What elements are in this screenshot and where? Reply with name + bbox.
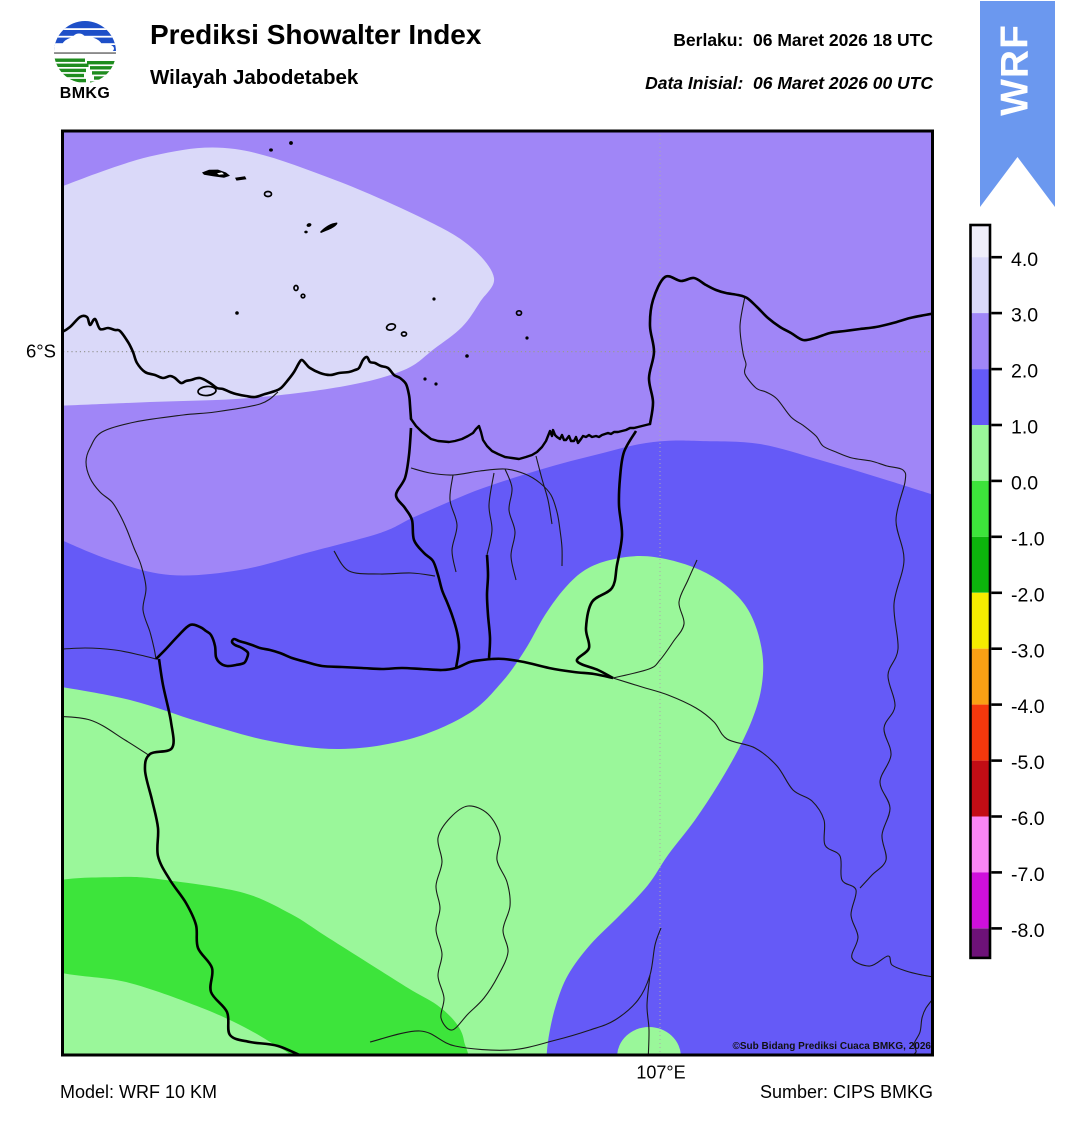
svg-text:-6.0: -6.0 bbox=[1011, 808, 1045, 830]
svg-text:-1.0: -1.0 bbox=[1011, 528, 1045, 550]
svg-text:WRF: WRF bbox=[993, 24, 1036, 116]
svg-text:3.0: 3.0 bbox=[1011, 305, 1038, 327]
svg-text:6°S: 6°S bbox=[26, 341, 56, 362]
svg-text:BMKG: BMKG bbox=[60, 85, 110, 102]
svg-text:-4.0: -4.0 bbox=[1011, 696, 1045, 718]
svg-text:-5.0: -5.0 bbox=[1011, 752, 1045, 774]
svg-text:107°E: 107°E bbox=[636, 1063, 685, 1083]
svg-text:-8.0: -8.0 bbox=[1011, 920, 1045, 942]
svg-text:1.0: 1.0 bbox=[1011, 417, 1038, 439]
svg-text:0.0: 0.0 bbox=[1011, 473, 1038, 495]
svg-text:-3.0: -3.0 bbox=[1011, 640, 1045, 662]
svg-text:-7.0: -7.0 bbox=[1011, 864, 1045, 886]
svg-text:-2.0: -2.0 bbox=[1011, 584, 1045, 606]
svg-text:2.0: 2.0 bbox=[1011, 361, 1038, 383]
svg-text:4.0: 4.0 bbox=[1011, 249, 1038, 271]
svg-text:©Sub Bidang Prediksi Cuaca BMK: ©Sub Bidang Prediksi Cuaca BMKG, 2026 bbox=[732, 1041, 931, 1052]
